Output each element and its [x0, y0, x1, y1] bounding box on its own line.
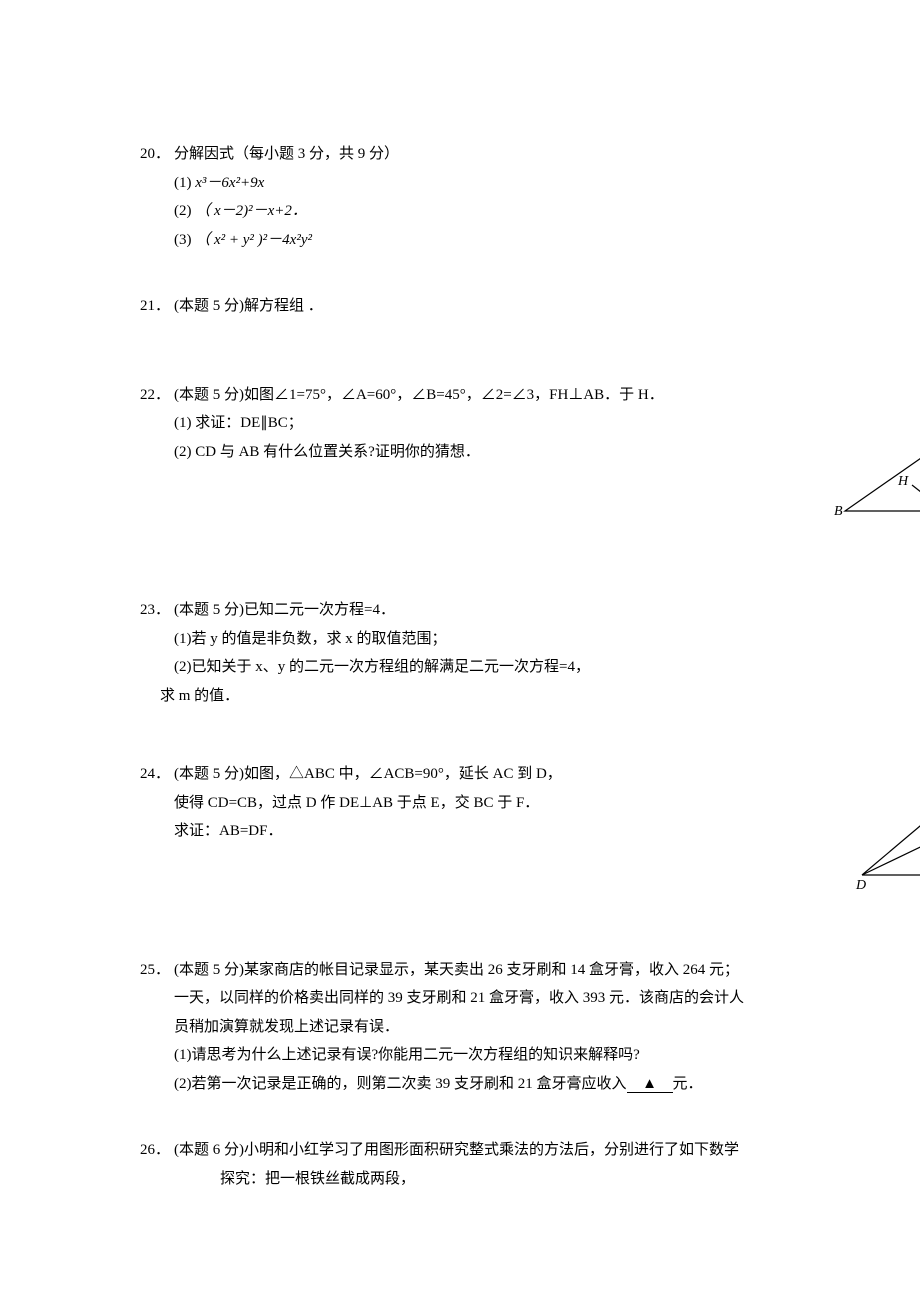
expression: （ x² + y² )²－4x²y² [195, 232, 312, 248]
problem-number: 26． [140, 1136, 174, 1165]
problem-number: 24． [140, 760, 174, 789]
problem-21: 21． (本题 5 分)解方程组 ． [140, 292, 920, 321]
svg-text:H: H [897, 474, 909, 489]
problem-24: 24． (本题 5 分)如图，△ABC 中，∠ACB=90°，延长 AC 到 D… [140, 760, 920, 896]
problem-text: (本题 6 分)小明和小红学习了用图形面积研究整式乘法的方法后，分别进行了如下数… [174, 1136, 920, 1165]
subitem-1: (1)请思考为什么上述记录有误?你能用二元一次方程组的知识来解释吗? [140, 1041, 920, 1070]
problem-text: (本题 5 分)某家商店的帐目记录显示，某天卖出 26 支牙刷和 14 盒牙膏，… [174, 956, 920, 985]
subitem-2: (2) CD 与 AB 有什么位置关系?证明你的猜想． [140, 438, 920, 467]
problem-number: 23． [140, 596, 174, 625]
problem-number: 20． [140, 140, 174, 169]
subitem-2: (2)若第一次记录是正确的，则第二次卖 39 支牙刷和 21 盒牙膏应收入▲元． [140, 1070, 920, 1099]
sub-label: (1) [174, 175, 192, 191]
blank-fill: ▲ [627, 1077, 673, 1093]
sub-label: (3) [174, 232, 192, 248]
problem-26: 26． (本题 6 分)小明和小红学习了用图形面积研究整式乘法的方法后，分别进行… [140, 1136, 920, 1193]
figure-24: D C A B E F [850, 755, 920, 895]
problem-text: 分解因式（每小题 3 分，共 9 分） [174, 140, 920, 169]
subitem-1: (1) 求证：DE∥BC； [140, 409, 920, 438]
line-2: 使得 CD=CB，过点 D 作 DE⊥AB 于点 E，交 BC 于 F． [140, 789, 920, 818]
subitem-1: (1) x³－6x²+9x [140, 169, 920, 198]
svg-text:D: D [855, 878, 866, 893]
line-2: 一天，以同样的价格卖出同样的 39 支牙刷和 21 盒牙膏，收入 393 元．该… [140, 984, 920, 1013]
problem-number: 25． [140, 956, 174, 985]
svg-text:B: B [834, 504, 843, 519]
problem-number: 21． [140, 292, 174, 321]
subitem-2: (2) （ x－2)²－x+2． [140, 197, 920, 226]
problem-22: 22． (本题 5 分)如图∠1=75°，∠A=60°，∠B=45°，∠2=∠3… [140, 381, 920, 547]
expression: x³－6x²+9x [195, 175, 264, 191]
problem-text: (本题 5 分)如图，△ABC 中，∠ACB=90°，延长 AC 到 D， [174, 760, 920, 789]
figure-22: A B C D E F H 1 2 3 [830, 381, 920, 531]
subitem-2: (2)已知关于 x、y 的二元一次方程组的解满足二元一次方程=4， [140, 653, 920, 682]
line-2: 探究：把一根铁丝截成两段， [140, 1165, 920, 1194]
problem-25: 25． (本题 5 分)某家商店的帐目记录显示，某天卖出 26 支牙刷和 14 … [140, 956, 920, 1099]
problem-text: (本题 5 分)如图∠1=75°，∠A=60°，∠B=45°，∠2=∠3，FH⊥… [174, 381, 920, 410]
expression: （ x－2)²－x+2． [195, 203, 307, 219]
problem-text: (本题 5 分)已知二元一次方程=4． [174, 596, 920, 625]
subitem-3: (3) （ x² + y² )²－4x²y² [140, 226, 920, 255]
subitem-2b: 求 m 的值． [140, 682, 920, 711]
problem-20: 20． 分解因式（每小题 3 分，共 9 分） (1) x³－6x²+9x (2… [140, 140, 920, 254]
problem-text: (本题 5 分)解方程组 ． [174, 292, 920, 321]
problem-23: 23． (本题 5 分)已知二元一次方程=4． (1)若 y 的值是非负数，求 … [140, 596, 920, 710]
line-3: 求证：AB=DF． [140, 817, 920, 846]
problem-number: 22． [140, 381, 174, 410]
sub-label: (2) [174, 203, 192, 219]
line-3: 员稍加演算就发现上述记录有误． [140, 1013, 920, 1042]
subitem-1: (1)若 y 的值是非负数，求 x 的取值范围； [140, 625, 920, 654]
